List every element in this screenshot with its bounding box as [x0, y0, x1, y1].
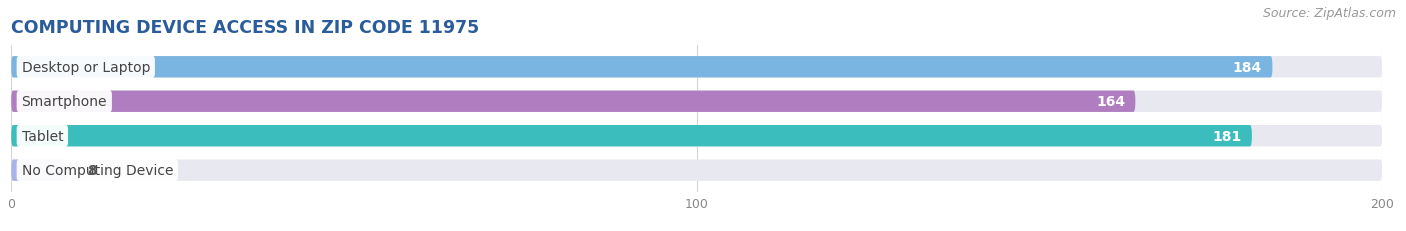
- FancyBboxPatch shape: [11, 91, 1136, 112]
- FancyBboxPatch shape: [11, 125, 1382, 147]
- Text: 184: 184: [1233, 61, 1263, 74]
- FancyBboxPatch shape: [11, 91, 1382, 112]
- Text: 164: 164: [1095, 95, 1125, 109]
- FancyBboxPatch shape: [11, 160, 66, 181]
- Text: Desktop or Laptop: Desktop or Laptop: [21, 61, 150, 74]
- Text: COMPUTING DEVICE ACCESS IN ZIP CODE 11975: COMPUTING DEVICE ACCESS IN ZIP CODE 1197…: [11, 18, 479, 36]
- Text: No Computing Device: No Computing Device: [21, 164, 173, 177]
- Text: Smartphone: Smartphone: [21, 95, 107, 109]
- Text: Tablet: Tablet: [21, 129, 63, 143]
- FancyBboxPatch shape: [11, 57, 1272, 78]
- Text: 8: 8: [87, 164, 97, 177]
- Text: 181: 181: [1212, 129, 1241, 143]
- Text: Source: ZipAtlas.com: Source: ZipAtlas.com: [1263, 7, 1396, 20]
- FancyBboxPatch shape: [11, 125, 1251, 147]
- FancyBboxPatch shape: [11, 160, 1382, 181]
- FancyBboxPatch shape: [11, 57, 1382, 78]
